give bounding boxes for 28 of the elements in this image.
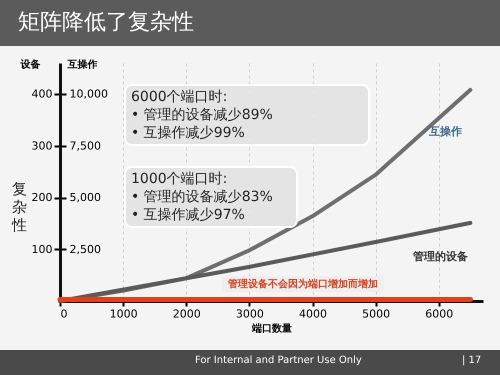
callout-box: 6000个端口时: • 管理的设备减少89% • 互操作减少99% — [124, 84, 370, 146]
line-series — [58, 220, 472, 303]
y2-tick-label: 7,500 — [70, 139, 101, 152]
text: | 17 — [462, 355, 482, 366]
y-tick-label: 200 — [32, 191, 52, 204]
x-tick-label: 2000 — [172, 308, 201, 320]
y-axis-title: 设备 — [20, 58, 42, 70]
y-tick-label: 400 — [32, 88, 52, 101]
x-tick-label: 1000 — [110, 308, 138, 320]
y-tick-label: 300 — [32, 139, 52, 152]
series-label: 互操作 — [428, 124, 462, 138]
y2-tick-label: 10,000 — [70, 88, 108, 101]
x-tick-label: 5000 — [362, 308, 390, 320]
callout-box: 1000个端口时: • 管理的设备减少83% • 互操作减少97% — [124, 166, 298, 228]
series-label: 管理的设备 — [412, 250, 468, 263]
chart-title: 矩阵降低了复杂性 — [0, 0, 500, 46]
y2-tick-label: 5,000 — [70, 191, 101, 204]
x-axis-title: 端口数量 — [251, 322, 292, 334]
text: 复杂性 — [12, 180, 28, 234]
y2-tick-label: 2,500 — [70, 242, 101, 256]
x-tick-label: 4000 — [299, 308, 328, 320]
x-tick-label: 6000 — [425, 308, 454, 320]
x-tick-label: 0 — [60, 308, 68, 320]
x-tick-label: 3000 — [236, 308, 264, 320]
y-tick-label: 100 — [32, 242, 52, 256]
annotation: 管理设备不会因为端口增加而增加 — [222, 276, 384, 292]
text: For Internal and Partner Use Only — [195, 355, 362, 366]
y2-axis-title: 互操作 — [66, 58, 98, 70]
